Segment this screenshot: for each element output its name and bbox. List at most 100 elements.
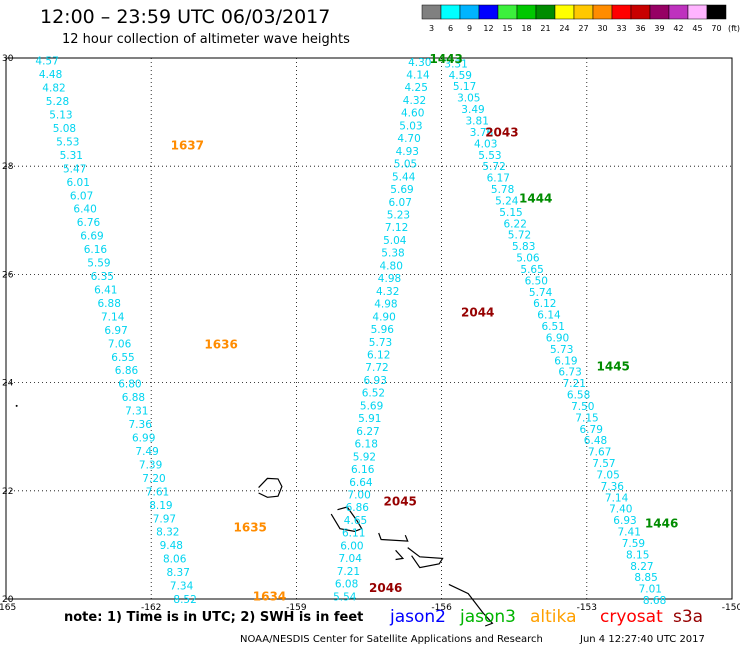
wave-height-value: 4.03 <box>474 138 497 150</box>
legend-swatch <box>554 4 575 20</box>
lon-tick-label: -162 <box>141 603 161 613</box>
wave-height-value: 5.69 <box>390 184 413 196</box>
wave-height-value: 6.86 <box>115 365 139 377</box>
wave-height-value: 7.00 <box>347 490 370 502</box>
wave-height-value: 6.80 <box>118 379 141 391</box>
wave-height-value: 7.04 <box>339 553 363 565</box>
wave-height-value: 4.32 <box>403 95 426 107</box>
wave-height-value: 5.13 <box>49 110 72 122</box>
pass-label: 2046 <box>369 581 402 595</box>
wave-height-value: 6.97 <box>104 325 127 337</box>
wave-height-value: 8.37 <box>167 567 190 579</box>
pass-label: 1636 <box>204 338 237 352</box>
wave-height-value: 9.48 <box>160 540 183 552</box>
wave-height-value: 8.19 <box>149 500 172 512</box>
legend-label: 15 <box>502 24 512 33</box>
wave-height-value: 7.36 <box>601 481 625 493</box>
wave-height-value: 5.24 <box>495 195 519 207</box>
lon-tick-label: -153 <box>577 603 597 613</box>
wave-height-value: 7.72 <box>365 362 388 374</box>
wave-height-value: 6.55 <box>111 352 134 364</box>
wave-height-value: 7.06 <box>108 338 132 350</box>
wave-height-value: 6.17 <box>487 173 510 185</box>
island-outline <box>448 583 494 627</box>
pass-label: 1635 <box>234 521 267 535</box>
wave-height-value: 6.90 <box>546 333 569 345</box>
wave-height-value: 4.30 <box>408 57 431 69</box>
legend-label: 18 <box>521 24 531 33</box>
legend-swatch <box>611 4 632 20</box>
wave-height-value: 6.88 <box>122 392 145 404</box>
pass-labels: 1637 1636 1635 1634 1443 2043 1444 2044 1445 2045… <box>171 52 679 603</box>
satellite-jason3: jason3 <box>460 607 516 627</box>
legend-label: 21 <box>540 24 550 33</box>
wave-height-value: 6.14 <box>537 310 561 322</box>
pass-label: 1446 <box>645 516 678 530</box>
wave-height-value: 3.76 <box>470 127 494 139</box>
legend-label: 3 <box>429 24 434 33</box>
lat-tick-label: 22 <box>2 487 13 497</box>
pass-label: 1634 <box>253 589 286 603</box>
wave-height-value: 5.28 <box>46 96 69 108</box>
legend-label: 9 <box>467 24 472 33</box>
wave-height-value: 8.32 <box>156 527 179 539</box>
lat-tick-label: 20 <box>2 595 14 605</box>
wave-height-value: 4.57 <box>35 56 58 68</box>
wave-height-value: 6.35 <box>91 271 114 283</box>
island-outline <box>330 506 363 533</box>
page-title: 12:00 – 23:59 UTC 06/03/2017 <box>40 6 331 28</box>
legend-label: 33 <box>616 24 626 33</box>
legend-swatch <box>687 4 708 20</box>
wave-height-value: 3.31 <box>444 58 467 70</box>
legend-label: 30 <box>597 24 607 33</box>
wave-height-value: 6.51 <box>542 321 565 333</box>
map-frame <box>5 57 733 600</box>
wave-height-value: 5.17 <box>453 81 476 93</box>
wave-height-value: 7.21 <box>337 566 360 578</box>
wave-height-value: 5.53 <box>56 136 79 148</box>
satellite-altika: altika <box>530 607 577 627</box>
wave-height-value: 5.03 <box>399 120 422 132</box>
wave-height-value: 7.40 <box>609 504 632 516</box>
wave-height-value: 5.74 <box>529 287 553 299</box>
wave-height-value: 6.52 <box>362 388 385 400</box>
wave-height-value: 7.67 <box>588 447 611 459</box>
wave-height-value: 7.12 <box>385 222 408 234</box>
wave-height-value: 5.91 <box>358 413 381 425</box>
wave-height-value: 6.76 <box>77 217 101 229</box>
satellite-cryosat: cryosat <box>600 607 663 627</box>
wave-height-value: 6.69 <box>80 231 103 243</box>
wave-height-value: 5.73 <box>550 344 573 356</box>
wave-height-value: 5.72 <box>508 230 531 242</box>
wave-height-value: 4.48 <box>39 69 62 81</box>
legend-label: 27 <box>578 24 588 33</box>
legend-swatch <box>497 4 518 20</box>
wave-height-value: 6.48 <box>584 435 607 447</box>
wave-height-value: 8.52 <box>173 594 196 606</box>
wave-height-value: 5.96 <box>371 324 395 336</box>
lon-tick-label: -150 <box>722 603 740 613</box>
wave-height-value: 4.14 <box>406 70 430 82</box>
wave-height-value: 6.79 <box>580 424 603 436</box>
legend-swatch <box>706 4 727 20</box>
wave-height-value: 7.05 <box>596 470 619 482</box>
legend-swatch <box>649 4 670 20</box>
island-outline <box>378 532 409 542</box>
wave-height-value: 7.34 <box>170 581 194 593</box>
satellite-jason2: jason2 <box>390 607 446 627</box>
wave-height-value: 4.98 <box>374 299 397 311</box>
satellite-s3a: s3a <box>673 607 704 627</box>
legend-swatch <box>516 4 537 20</box>
legend-label: 24 <box>559 24 569 33</box>
wave-height-value: 7.01 <box>639 584 662 596</box>
lat-tick-label: 26 <box>2 270 14 280</box>
wave-height-value: 5.54 <box>333 591 357 603</box>
pass-label: 1445 <box>597 359 630 373</box>
island-outline <box>407 547 444 569</box>
wave-height-value: 5.15 <box>499 207 522 219</box>
wave-height-value: 7.31 <box>125 406 148 418</box>
wave-height-value: 8.15 <box>626 549 649 561</box>
wave-height-value: 5.31 <box>60 150 83 162</box>
wave-height-value: 7.36 <box>129 419 153 431</box>
lat-tick-label: 30 <box>2 54 14 64</box>
